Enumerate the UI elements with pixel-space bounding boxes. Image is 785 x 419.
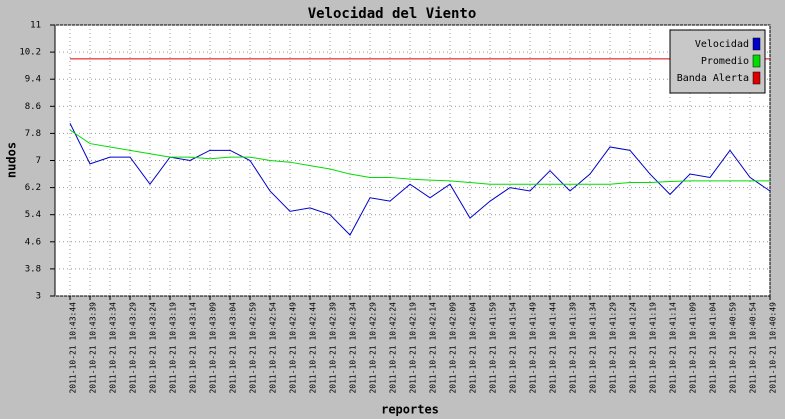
x-tick-label: 2011-10-21 10:42:59 <box>249 302 258 394</box>
x-tick-label: 2011-10-21 10:41:44 <box>549 302 558 394</box>
x-tick-label: 2011-10-21 10:41:29 <box>609 302 618 394</box>
x-tick-label: 2011-10-21 10:43:24 <box>149 302 158 394</box>
x-tick-label: 2011-10-21 10:42:14 <box>429 302 438 394</box>
y-tick-label: 9.4 <box>25 75 41 85</box>
legend-box <box>669 29 766 94</box>
x-tick-label: 2011-10-21 10:41:49 <box>529 302 538 394</box>
x-tick-label: 2011-10-21 10:43:34 <box>109 302 118 394</box>
legend-swatch <box>752 71 761 85</box>
x-tick-label: 2011-10-21 10:42:04 <box>469 302 478 394</box>
x-tick-label: 2011-10-21 10:40:49 <box>769 302 778 394</box>
x-tick-label: 2011-10-21 10:41:34 <box>589 302 598 394</box>
legend-swatch <box>752 37 761 51</box>
x-tick-label: 2011-10-21 10:41:09 <box>689 302 698 394</box>
x-tick-label: 2011-10-21 10:43:04 <box>229 302 238 394</box>
x-tick-label: 2011-10-21 10:43:14 <box>189 302 198 394</box>
legend-label: Promedio <box>701 56 749 67</box>
x-tick-label: 2011-10-21 10:42:39 <box>329 302 338 394</box>
x-tick-label: 2011-10-21 10:42:34 <box>349 302 358 394</box>
y-tick-label: 7.8 <box>25 129 41 139</box>
x-tick-label: 2011-10-21 10:40:59 <box>729 302 738 394</box>
x-tick-label: 2011-10-21 10:41:54 <box>509 302 518 394</box>
y-tick-label: 6.2 <box>25 183 41 193</box>
y-tick-label: 3 <box>36 292 41 302</box>
x-tick-label: 2011-10-21 10:40:54 <box>749 302 758 394</box>
x-axis-title: reportes <box>381 403 439 417</box>
x-tick-label: 2011-10-21 10:41:24 <box>629 302 638 394</box>
x-tick-label: 2011-10-21 10:41:59 <box>489 302 498 394</box>
x-tick-label: 2011-10-21 10:42:24 <box>389 302 398 394</box>
y-tick-label: 11 <box>30 21 41 31</box>
y-tick-label: 7 <box>36 156 41 166</box>
legend-label: Banda Alerta <box>677 73 749 84</box>
x-tick-label: 2011-10-21 10:41:04 <box>709 302 718 394</box>
x-tick-label: 2011-10-21 10:43:29 <box>129 302 138 394</box>
x-tick-label: 2011-10-21 10:41:39 <box>569 302 578 394</box>
y-tick-label: 4.6 <box>25 237 41 247</box>
y-tick-label: 3.8 <box>25 264 41 274</box>
x-tick-label: 2011-10-21 10:42:19 <box>409 302 418 394</box>
y-axis-title: nudos <box>5 142 19 178</box>
series-line <box>69 129 770 185</box>
legend-swatch <box>752 54 761 68</box>
x-tick-label: 2011-10-21 10:41:14 <box>669 302 678 394</box>
x-tick-label: 2011-10-21 10:43:39 <box>89 302 98 394</box>
y-tick-label: 8.6 <box>25 102 41 112</box>
plot-area <box>54 24 771 297</box>
x-tick-label: 2011-10-21 10:42:29 <box>369 302 378 394</box>
chart-title: Velocidad del Viento <box>308 6 477 22</box>
x-tick-label: 2011-10-21 10:42:49 <box>289 302 298 394</box>
x-tick-label: 2011-10-21 10:43:19 <box>169 302 178 394</box>
x-tick-label: 2011-10-21 10:43:09 <box>209 302 218 394</box>
y-tick-label: 5.4 <box>25 210 41 220</box>
y-tick-label: 10.2 <box>19 48 41 58</box>
x-tick-label: 2011-10-21 10:42:09 <box>449 302 458 394</box>
x-tick-label: 2011-10-21 10:42:54 <box>269 302 278 394</box>
x-tick-label: 2011-10-21 10:42:44 <box>309 302 318 394</box>
series-line <box>69 123 771 236</box>
x-tick-label: 2011-10-21 10:41:19 <box>649 302 658 394</box>
x-tick-label: 2011-10-21 10:43:44 <box>69 302 78 394</box>
legend-label: Velocidad <box>695 39 749 50</box>
